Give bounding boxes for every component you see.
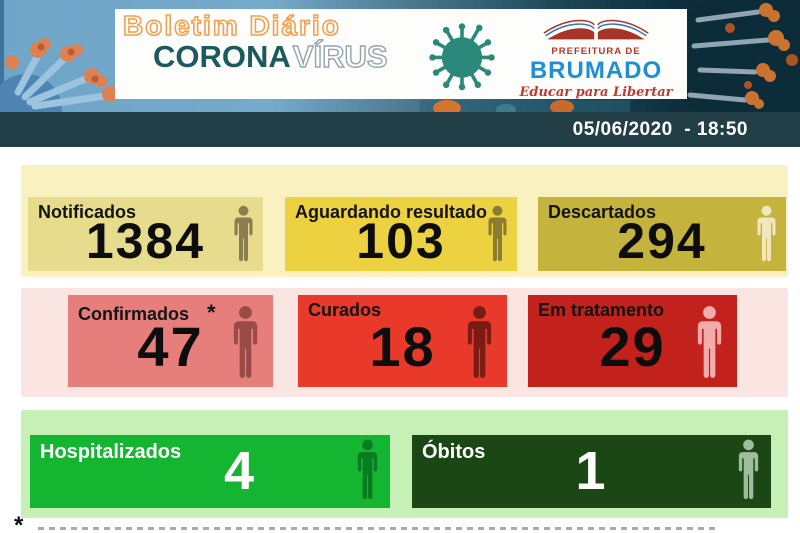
card-value: 294 bbox=[617, 213, 707, 269]
coronavirus-icon bbox=[429, 23, 495, 91]
card-label: Aguardando resultado bbox=[295, 202, 488, 222]
stats-row-outcomes: Hospitalizados 4 Óbitos 1 bbox=[21, 410, 788, 518]
logo-slogan: Educar para Libertar bbox=[519, 84, 673, 100]
card-value: 18 bbox=[369, 315, 436, 378]
person-icon bbox=[692, 305, 727, 383]
card-label-text: Confirmados bbox=[78, 304, 190, 324]
footnote-dashed-line bbox=[38, 527, 720, 530]
aguardando-resultado-card: Aguardando resultado 103 bbox=[285, 197, 517, 271]
person-icon bbox=[484, 205, 511, 265]
notificados-card: Notificados 1384 bbox=[28, 197, 263, 271]
wordmark-outline-part: VÍRUS bbox=[292, 38, 388, 74]
confirmados-asterisk: * bbox=[207, 300, 216, 325]
virus-background-art bbox=[0, 0, 800, 112]
card-label: Óbitos bbox=[422, 441, 486, 463]
obitos-card: Óbitos 1 bbox=[412, 435, 771, 508]
card-label: Em tratamento bbox=[538, 300, 665, 320]
card-label: Descartados bbox=[548, 202, 657, 222]
em-tratamento-card: Em tratamento 29 bbox=[528, 295, 737, 387]
header-title-panel: Boletim Diário CORONAVÍRUS bbox=[115, 9, 687, 99]
bulletin-title: Boletim Diário bbox=[122, 9, 341, 42]
confirmados-card: Confirmados * 47 bbox=[68, 295, 273, 387]
person-icon bbox=[753, 205, 780, 265]
card-value: 4 bbox=[223, 441, 257, 501]
logo-department-text: PREFEITURA DE bbox=[551, 46, 641, 57]
person-icon bbox=[462, 305, 497, 383]
open-book-icon bbox=[543, 19, 649, 40]
stats-row-cases: Confirmados * 47 Curados 18 Em tratamento… bbox=[21, 288, 788, 397]
curados-card: Curados 18 bbox=[298, 295, 507, 387]
stats-row-notifications: Notificados 1384 Aguardando resultado 10… bbox=[21, 165, 788, 277]
card-value: 47 bbox=[137, 315, 204, 378]
card-label: Curados bbox=[308, 300, 382, 320]
person-icon bbox=[230, 205, 257, 265]
wordmark-solid-part: CORONA bbox=[153, 39, 291, 74]
person-icon bbox=[228, 305, 263, 383]
descartados-card: Descartados 294 bbox=[538, 197, 786, 271]
card-value: 1 bbox=[575, 441, 608, 501]
card-value: 1384 bbox=[85, 213, 206, 269]
card-value: 29 bbox=[599, 315, 666, 378]
card-value: 103 bbox=[356, 213, 446, 269]
city-hall-logo: PREFEITURA DE BRUMADO Educar para Libert… bbox=[507, 16, 685, 99]
hospitalizados-card: Hospitalizados 4 bbox=[30, 435, 390, 508]
date-banner: 05/06/2020 - 18:50 bbox=[0, 112, 800, 147]
coronavirus-wordmark: CORONAVÍRUS bbox=[153, 38, 388, 75]
footnote-asterisk: * bbox=[14, 512, 24, 533]
logo-city-name: BRUMADO bbox=[529, 56, 663, 84]
person-icon bbox=[734, 439, 763, 503]
report-datetime: 05/06/2020 - 18:50 bbox=[572, 118, 748, 140]
card-label: Notificados bbox=[38, 202, 137, 222]
person-icon bbox=[353, 439, 382, 503]
card-label: Confirmados * bbox=[78, 300, 216, 326]
card-label: Hospitalizados bbox=[40, 441, 182, 463]
header-banner: Boletim Diário CORONAVÍRUS bbox=[0, 0, 800, 112]
